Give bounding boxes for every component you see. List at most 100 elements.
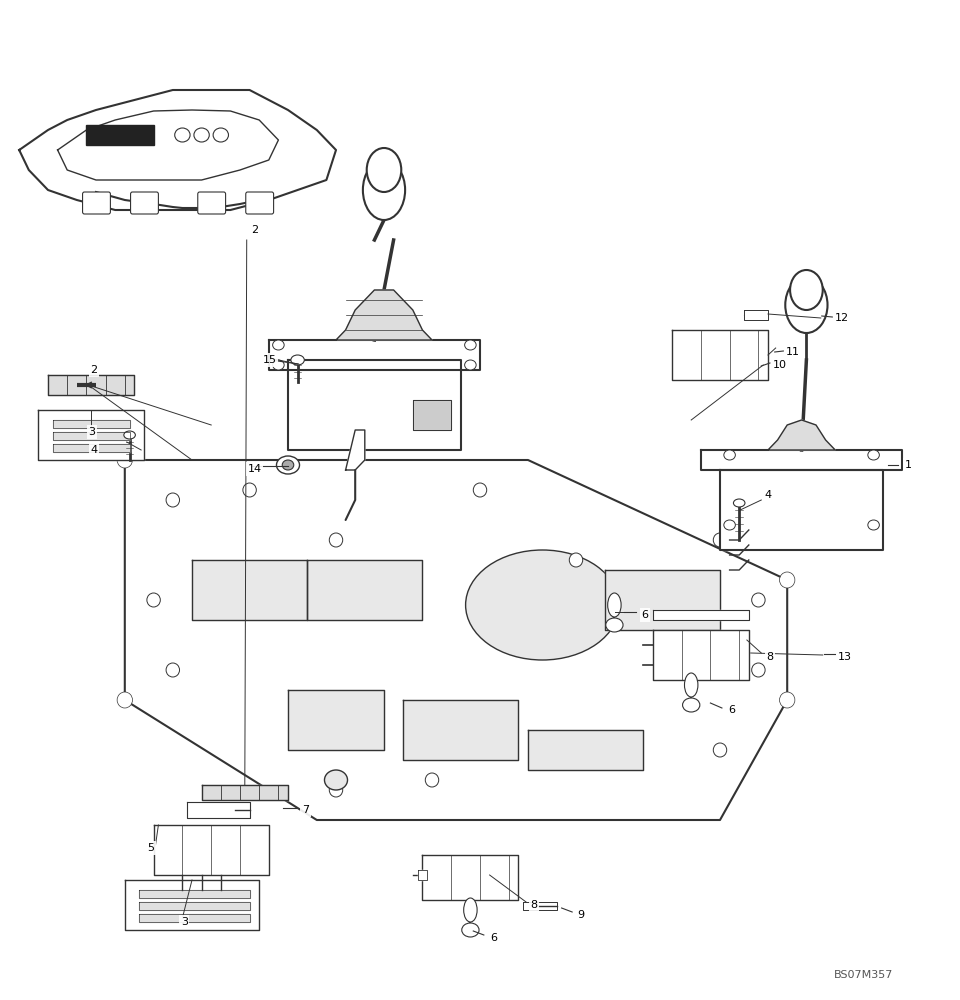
Polygon shape <box>125 880 259 930</box>
Ellipse shape <box>175 128 190 142</box>
Text: 11: 11 <box>786 347 800 357</box>
Ellipse shape <box>367 148 401 192</box>
Ellipse shape <box>465 340 476 350</box>
Text: 12: 12 <box>835 313 849 323</box>
Ellipse shape <box>608 593 621 617</box>
Text: 8: 8 <box>766 652 774 662</box>
Polygon shape <box>744 310 768 320</box>
Text: 1: 1 <box>904 460 912 470</box>
Text: 4: 4 <box>764 490 772 500</box>
Ellipse shape <box>713 743 727 757</box>
FancyBboxPatch shape <box>198 192 226 214</box>
Text: 2: 2 <box>251 225 258 235</box>
Polygon shape <box>605 570 720 630</box>
Ellipse shape <box>752 663 765 677</box>
Ellipse shape <box>569 553 583 567</box>
Ellipse shape <box>473 483 487 497</box>
Text: 7: 7 <box>301 805 309 815</box>
Ellipse shape <box>868 450 879 460</box>
Ellipse shape <box>868 520 879 530</box>
Polygon shape <box>307 560 422 620</box>
Polygon shape <box>187 802 250 818</box>
Polygon shape <box>154 825 269 875</box>
Polygon shape <box>422 855 518 900</box>
Text: 3: 3 <box>180 917 188 927</box>
FancyBboxPatch shape <box>246 192 274 214</box>
Ellipse shape <box>363 160 405 220</box>
Polygon shape <box>139 902 250 910</box>
Ellipse shape <box>117 452 132 468</box>
Ellipse shape <box>291 355 304 365</box>
Polygon shape <box>48 375 134 395</box>
Polygon shape <box>403 700 518 760</box>
Ellipse shape <box>425 773 439 787</box>
Ellipse shape <box>329 783 343 797</box>
Ellipse shape <box>465 360 476 370</box>
Ellipse shape <box>117 692 132 708</box>
Polygon shape <box>86 125 154 145</box>
Polygon shape <box>701 450 902 470</box>
Ellipse shape <box>724 450 735 460</box>
Text: 6: 6 <box>490 933 497 943</box>
Polygon shape <box>53 420 130 428</box>
Ellipse shape <box>329 533 343 547</box>
Text: 13: 13 <box>838 652 852 662</box>
Polygon shape <box>125 460 787 820</box>
Ellipse shape <box>282 460 294 470</box>
Ellipse shape <box>124 431 135 439</box>
Ellipse shape <box>324 770 348 790</box>
Ellipse shape <box>462 923 479 937</box>
Polygon shape <box>768 420 835 450</box>
Polygon shape <box>192 560 307 620</box>
Text: BS07M357: BS07M357 <box>833 970 893 980</box>
Polygon shape <box>720 470 883 550</box>
Polygon shape <box>139 890 250 898</box>
Ellipse shape <box>464 898 477 922</box>
Polygon shape <box>53 432 130 440</box>
Polygon shape <box>288 360 461 450</box>
Ellipse shape <box>166 663 180 677</box>
Text: 15: 15 <box>263 355 276 365</box>
Ellipse shape <box>780 572 795 588</box>
Text: 3: 3 <box>88 427 96 437</box>
Ellipse shape <box>276 456 300 474</box>
Ellipse shape <box>733 499 745 507</box>
Ellipse shape <box>213 128 228 142</box>
Text: 10: 10 <box>773 360 786 370</box>
Ellipse shape <box>713 533 727 547</box>
Ellipse shape <box>273 340 284 350</box>
Ellipse shape <box>780 692 795 708</box>
Polygon shape <box>413 400 451 430</box>
Polygon shape <box>269 340 480 370</box>
Polygon shape <box>528 730 643 770</box>
Ellipse shape <box>466 550 619 660</box>
Text: 4: 4 <box>90 445 98 455</box>
Ellipse shape <box>166 493 180 507</box>
Ellipse shape <box>724 520 735 530</box>
Ellipse shape <box>273 360 284 370</box>
Polygon shape <box>202 785 288 800</box>
Text: 6: 6 <box>641 610 649 620</box>
Text: 2: 2 <box>90 365 98 375</box>
Ellipse shape <box>752 593 765 607</box>
Text: 14: 14 <box>248 464 261 474</box>
Ellipse shape <box>790 270 823 310</box>
Polygon shape <box>19 90 336 210</box>
Polygon shape <box>653 610 749 620</box>
Polygon shape <box>139 914 250 922</box>
Ellipse shape <box>243 483 256 497</box>
Text: 8: 8 <box>530 900 538 910</box>
Ellipse shape <box>684 673 698 697</box>
FancyBboxPatch shape <box>131 192 158 214</box>
Polygon shape <box>672 330 768 380</box>
Polygon shape <box>38 410 144 460</box>
Polygon shape <box>346 430 365 470</box>
Polygon shape <box>336 290 432 340</box>
Ellipse shape <box>606 618 623 632</box>
Polygon shape <box>418 870 427 880</box>
Ellipse shape <box>683 698 700 712</box>
Text: 5: 5 <box>147 843 155 853</box>
Polygon shape <box>53 444 130 452</box>
Polygon shape <box>653 630 749 680</box>
Text: 9: 9 <box>577 910 585 920</box>
